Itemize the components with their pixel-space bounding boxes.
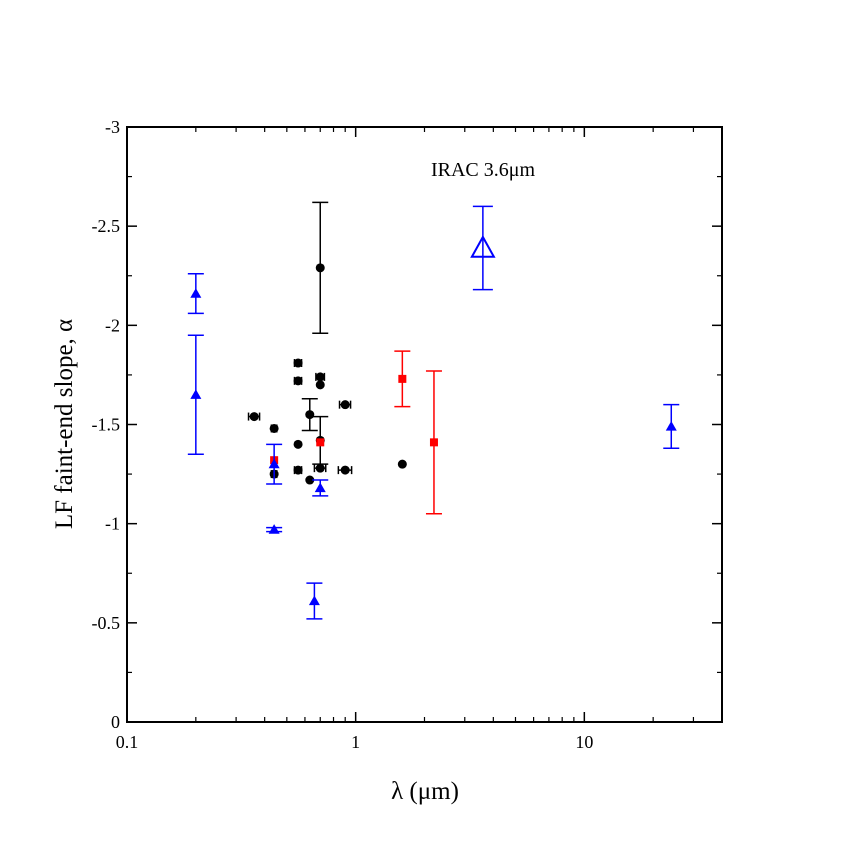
marks-layer [187, 201, 680, 620]
x-axis-label: λ (μm) [391, 778, 459, 805]
plot-frame [126, 126, 723, 723]
data-point-circle [293, 376, 303, 386]
data-point-circle [293, 465, 303, 475]
data-point-circle [315, 463, 325, 473]
data-point-triangle [268, 458, 280, 469]
data-point-circle [340, 400, 350, 410]
data-point-circle [315, 372, 325, 382]
data-point-triangle [190, 288, 202, 298]
data-point-circle [293, 358, 303, 368]
y-tick-label: -0.5 [92, 613, 121, 633]
data-point-triangle [314, 482, 326, 493]
data-point-circle [340, 465, 350, 475]
data-point-triangle [268, 524, 280, 534]
y-tick-label: -2.5 [92, 216, 121, 236]
data-point-triangle [190, 389, 202, 399]
data-point-circle [293, 439, 303, 449]
x-tick-label: 10 [575, 732, 593, 752]
x-tick-label: 0.1 [116, 732, 139, 752]
data-point-circle [249, 412, 259, 422]
data-point-circle [305, 410, 315, 420]
x-tick-label: 1 [351, 732, 360, 752]
y-tick-label: 0 [111, 712, 120, 732]
data-point-triangle [665, 420, 677, 431]
y-axis-label: LF faint-end slope, α [51, 319, 78, 529]
data-point-triangle-open [470, 234, 496, 258]
data-point-circle [315, 380, 325, 390]
y-tick-label: -1.5 [92, 415, 121, 435]
data-point-circle [305, 475, 315, 485]
data-point-circle [269, 423, 279, 433]
y-tick-label: -2 [105, 315, 120, 335]
data-point-triangle [308, 595, 320, 606]
data-point-square [316, 438, 325, 447]
y-tick-label: -3 [105, 117, 120, 137]
data-point-circle [315, 263, 325, 273]
data-point-square [429, 438, 438, 447]
ticks-layer: 0 -0.5 -1 -1.5 -2 -2.5 -3 0.1 1 10 [92, 117, 723, 752]
annotation-label: IRAC 3.6μm [431, 159, 536, 181]
data-point-circle [397, 459, 407, 469]
y-tick-label: -1 [105, 514, 120, 534]
data-point-square [398, 374, 407, 383]
